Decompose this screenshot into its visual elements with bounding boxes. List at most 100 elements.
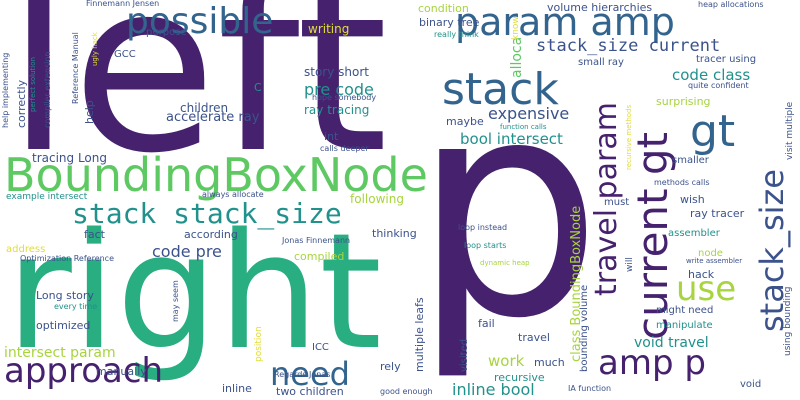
- word-loop-starts: loop starts: [464, 241, 507, 250]
- word-icc: ICC: [312, 342, 329, 353]
- word-every-time: every time: [54, 302, 98, 311]
- word-hope-somebody: hope somebody: [312, 93, 377, 102]
- word-correctly: correctly: [15, 79, 28, 128]
- word-bool-intersect: bool intersect: [460, 130, 563, 148]
- word-using-bounding: using bounding: [783, 286, 793, 356]
- word-pre-code: pre code: [304, 80, 374, 99]
- word-need: need: [270, 355, 350, 393]
- word-gcc: GCC: [114, 49, 136, 60]
- word-right: right: [6, 198, 382, 385]
- word-long-story: Long story: [36, 289, 94, 302]
- word-much: much: [534, 356, 565, 369]
- word-rely: rely: [380, 360, 401, 373]
- word-amp-p: amp p: [598, 343, 706, 383]
- word-tracing-long: tracing Long: [32, 151, 107, 165]
- word-stack: stack: [442, 64, 559, 115]
- word-code-pre: code pre: [152, 242, 222, 261]
- word-know: know: [511, 16, 521, 40]
- word-left: left: [6, 0, 389, 205]
- word-function-calls: function calls: [500, 123, 547, 131]
- word-binary-tree: binary tree: [419, 16, 480, 29]
- word-condition: condition: [418, 2, 469, 15]
- word-void: void: [740, 379, 762, 390]
- word-heap-allocations: heap allocations: [698, 0, 764, 9]
- word-two-children: two children: [276, 385, 344, 398]
- word-code-class: code class: [672, 66, 751, 84]
- word-alloca: alloca: [509, 36, 525, 78]
- word-will: will: [625, 257, 635, 272]
- word-children: children: [180, 101, 229, 115]
- word-inline-bool: inline bool: [452, 380, 535, 399]
- word-writing: writing: [308, 22, 350, 36]
- word-must: must: [604, 197, 630, 208]
- word-surprising: surprising: [656, 95, 711, 108]
- word-loop-instead: loop instead: [458, 223, 508, 232]
- word-fail: fail: [478, 317, 495, 330]
- word-compiler-extension: compiler extension: [43, 51, 52, 128]
- word-manipulate: manipulate: [656, 320, 713, 331]
- word-jonas-finnemann: Jonas Finnemann: [282, 236, 351, 245]
- word-really-think: really think: [434, 30, 479, 39]
- word-bounding-volume: bounding volume: [579, 284, 590, 372]
- word-ray-tracer: ray tracer: [690, 207, 745, 220]
- word-fact: fact: [84, 228, 105, 241]
- word-stack-stack-size: stack stack_size: [72, 197, 342, 230]
- word-recursive-methods: recursive methods: [625, 104, 633, 170]
- word-reference-manual: Reference Manual: [71, 32, 80, 104]
- word-ray-tracing: ray tracing: [304, 103, 370, 117]
- word-good-enough: good enough: [380, 387, 433, 396]
- word-might-need: might need: [656, 305, 714, 316]
- word-p: p: [412, 35, 603, 384]
- word-optimized: optimized: [36, 319, 91, 332]
- word-regards-jonas: Regards Jonas: [274, 370, 331, 379]
- word-c: C: [254, 81, 262, 94]
- word-gt: gt: [690, 106, 736, 157]
- word-smaller: smaller: [672, 155, 709, 166]
- word-always-allocate: always allocate: [202, 190, 264, 199]
- word-void-travel: void travel: [634, 335, 709, 351]
- word-write-assembler: write assembler: [686, 257, 743, 265]
- word-finnemann-jensen: Finnemann Jensen: [86, 0, 160, 8]
- word-volume-hierarchies: volume hierarchies: [547, 1, 653, 14]
- word-hack: hack: [688, 268, 715, 281]
- word-compiled: compiled: [294, 250, 345, 263]
- word-param-amp: param amp: [455, 0, 675, 44]
- word-may-seem: may seem: [171, 280, 180, 322]
- word-help: help: [83, 100, 96, 124]
- word-int: int: [324, 130, 339, 143]
- word-calls-deeper: calls deeper: [320, 144, 369, 153]
- word-maybe: maybe: [446, 115, 484, 128]
- word-according: according: [184, 228, 238, 241]
- word-following: following: [350, 192, 404, 206]
- word-assembler: assembler: [668, 228, 720, 239]
- word-visit-multiple: visit multiple: [785, 101, 795, 160]
- word-approach: approach: [4, 351, 164, 391]
- word-methods-calls: methods calls: [654, 178, 710, 187]
- word-accelerate-ray: accelerate ray: [166, 110, 260, 125]
- word-possible: possible: [126, 1, 274, 42]
- word-perfect-solution: perfect solution: [29, 57, 37, 112]
- word-multiple-leafs: multiple leafs: [413, 297, 426, 372]
- word-dynamic-heap: dynamic heap: [480, 259, 530, 267]
- word-boundingboxnode: BoundingBoxNode: [4, 148, 428, 202]
- word-expensive: expensive: [488, 104, 570, 123]
- word-node: node: [698, 248, 723, 259]
- word-use: use: [676, 269, 737, 309]
- word-intersect-param: intersect param: [4, 345, 116, 361]
- word-story-short: story short: [304, 65, 369, 79]
- word-travel: travel: [518, 331, 550, 344]
- word-ugly-hack: ugly hack: [91, 32, 99, 66]
- word-visited: visited: [459, 338, 470, 372]
- word-inline: inline: [222, 382, 252, 395]
- word-stack-size-current: stack_size current: [536, 36, 721, 56]
- word-small-ray: small ray: [578, 57, 624, 68]
- word-optimization-reference: Optimization Reference: [20, 254, 115, 263]
- word-purpose: purpose: [146, 27, 187, 38]
- word-help-implementing: help implementing: [1, 52, 10, 128]
- word-work: work: [488, 352, 525, 370]
- word-manually: manually: [96, 365, 147, 378]
- word-quite-confident: quite confident: [688, 81, 749, 90]
- word-position: position: [254, 326, 264, 362]
- word-ia-function: IA function: [568, 384, 612, 393]
